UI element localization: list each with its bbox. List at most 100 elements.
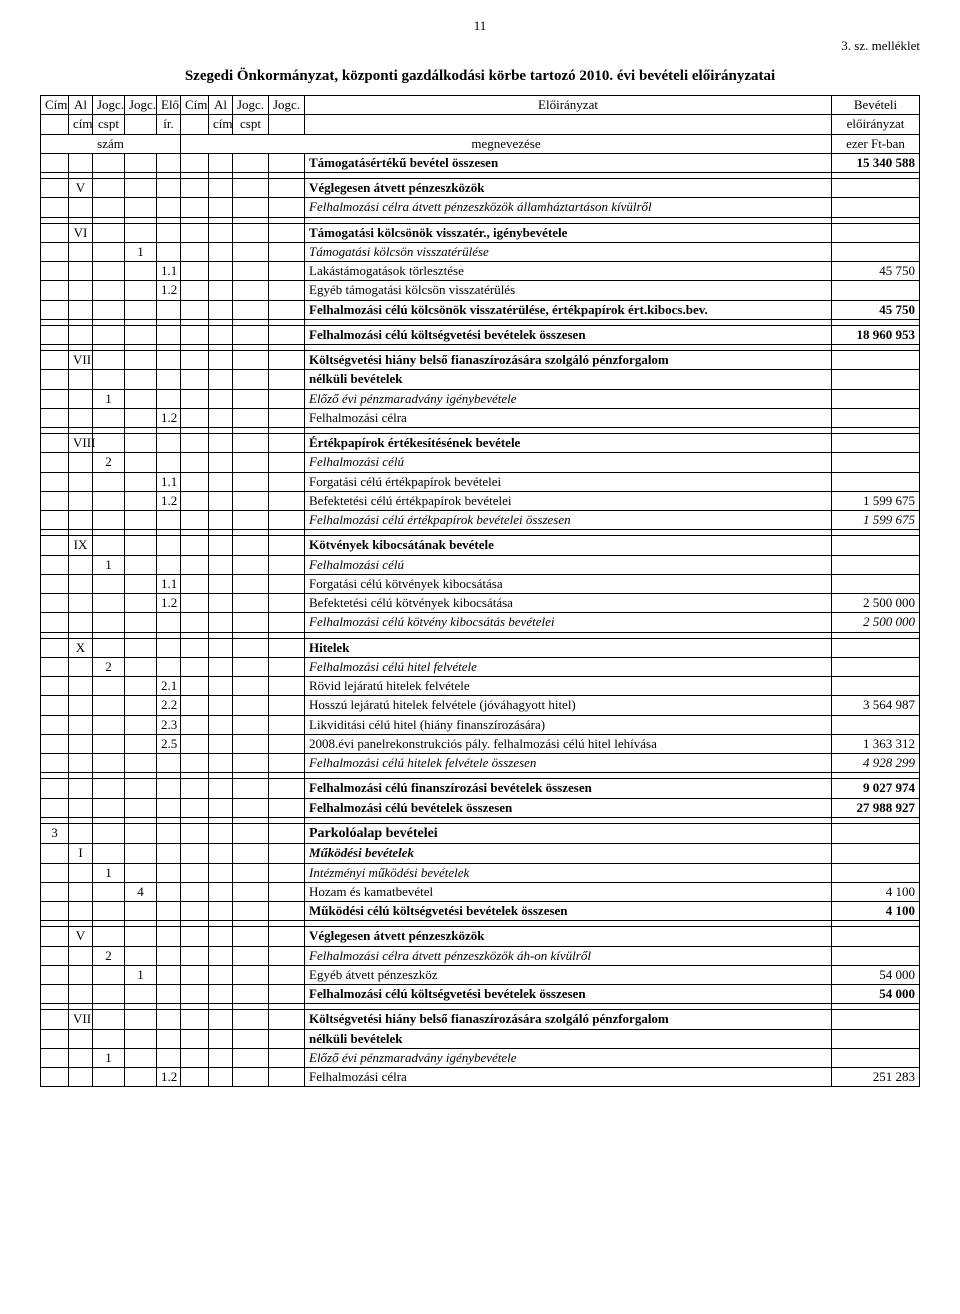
row-value [832,472,920,491]
code-cell [269,754,305,773]
code-cell [209,1048,233,1067]
hdr-megnevezese: megnevezése [181,134,832,153]
code-cell [41,1068,69,1087]
code-cell [209,1068,233,1087]
code-cell [157,1010,181,1029]
code-cell [93,823,125,844]
code-cell [93,754,125,773]
code-cell [157,1029,181,1048]
hdr-jogc3-top: Jogc. [233,96,269,115]
code-cell [209,223,233,242]
code-cell [69,1068,93,1087]
row-text: Támogatásértékű bevétel összesen [305,153,832,172]
row-text: Rövid lejáratú hitelek felvétele [305,677,832,696]
table-row: VIIKöltségvetési hiány belső fianaszíroz… [41,351,920,370]
code-cell [269,594,305,613]
code-cell [181,779,209,798]
code-cell [209,472,233,491]
code-cell [41,408,69,427]
code-cell [69,242,93,261]
table-row: 4Hozam és kamatbevétel4 100 [41,882,920,901]
row-value [832,536,920,555]
code-cell: VIII [69,434,93,453]
code-cell [93,153,125,172]
code-cell [269,696,305,715]
code-cell [125,491,157,510]
row-text: Költségvetési hiány belső fianaszírozásá… [305,1010,832,1029]
code-cell [233,1068,269,1087]
code-cell [125,823,157,844]
table-row: Felhalmozási célú költségvetési bevétele… [41,985,920,1004]
table-row: 3Parkolóalap bevételei [41,823,920,844]
code-cell [269,491,305,510]
row-text: Véglegesen átvett pénzeszközök [305,927,832,946]
row-value [832,638,920,657]
code-cell [93,696,125,715]
row-value [832,408,920,427]
code-cell: 1 [125,965,157,984]
table-row: VITámogatási kölcsönök visszatér., igény… [41,223,920,242]
code-cell [209,262,233,281]
code-cell [269,779,305,798]
code-cell [233,754,269,773]
row-text: Felhalmozási célú kölcsönök visszatérülé… [305,300,832,319]
code-cell [181,242,209,261]
code-cell [181,491,209,510]
code-cell [269,1068,305,1087]
code-cell [93,325,125,344]
code-cell [181,696,209,715]
row-text: Értékpapírok értékesítésének bevétele [305,434,832,453]
code-cell [181,594,209,613]
code-cell [125,351,157,370]
code-cell [209,511,233,530]
row-value: 54 000 [832,985,920,1004]
code-cell [269,300,305,319]
row-text: nélküli bevételek [305,370,832,389]
code-cell [125,1068,157,1087]
code-cell [157,927,181,946]
code-cell [181,370,209,389]
code-cell [209,863,233,882]
row-value [832,927,920,946]
code-cell [41,262,69,281]
code-cell [69,281,93,300]
code-cell [209,946,233,965]
code-cell [93,613,125,632]
table-row: 2.1Rövid lejáratú hitelek felvétele [41,677,920,696]
hdr-elo-bot: ír. [157,115,181,134]
code-cell [125,1010,157,1029]
code-cell: 2.5 [157,734,181,753]
table-row: 1Egyéb átvett pénzeszköz54 000 [41,965,920,984]
row-text: Előző évi pénzmaradvány igénybevétele [305,1048,832,1067]
row-value [832,657,920,676]
code-cell [69,262,93,281]
table-row: 2Felhalmozási célra átvett pénzeszközök … [41,946,920,965]
hdr-jogc: Jogc. [125,96,157,115]
row-text: Befektetési célú kötvények kibocsátása [305,594,832,613]
code-cell [41,844,69,863]
code-cell [69,300,93,319]
code-cell [269,902,305,921]
code-cell [209,389,233,408]
row-value: 9 027 974 [832,779,920,798]
code-cell [125,555,157,574]
table-row: Működési célú költségvetési bevételek ös… [41,902,920,921]
code-cell: 1 [93,389,125,408]
code-cell [125,985,157,1004]
code-cell: VII [69,1010,93,1029]
code-cell [269,325,305,344]
code-cell [157,823,181,844]
code-cell [181,613,209,632]
row-text: Felhalmozási célú hitelek felvétele össz… [305,754,832,773]
code-cell [125,300,157,319]
row-value [832,389,920,408]
code-cell [233,696,269,715]
code-cell [157,434,181,453]
code-cell [41,715,69,734]
row-value [832,453,920,472]
code-cell [157,657,181,676]
code-cell [233,281,269,300]
code-cell [41,179,69,198]
code-cell [233,1029,269,1048]
code-cell [209,927,233,946]
